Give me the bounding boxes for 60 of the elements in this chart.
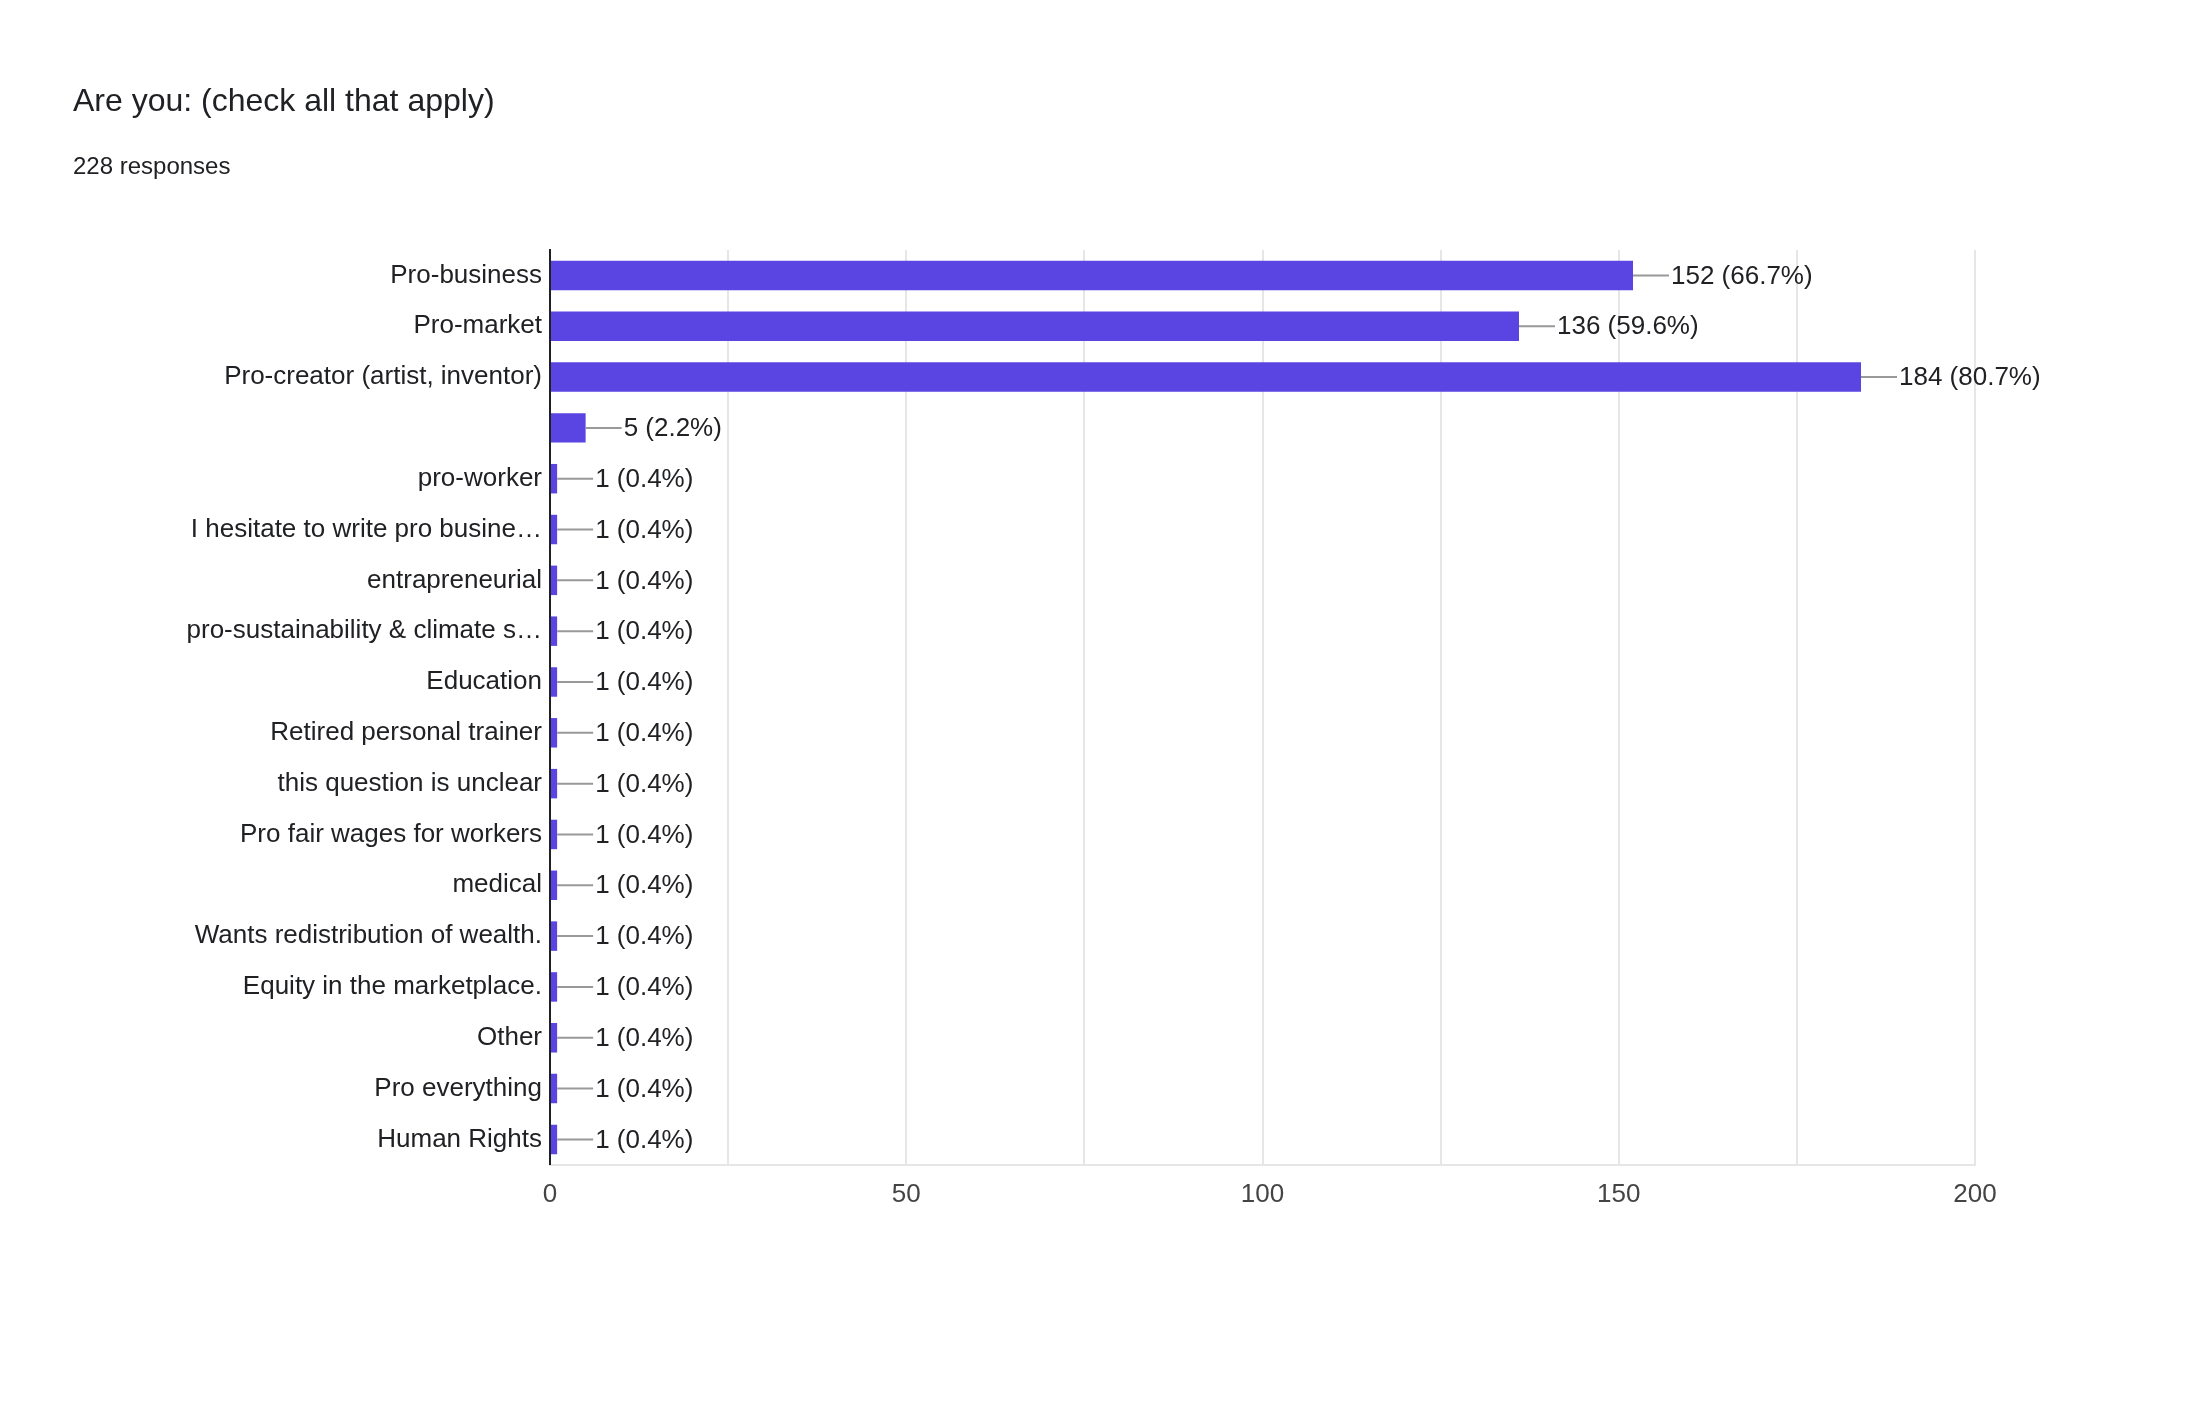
bar (551, 311, 1519, 341)
x-tick-label: 100 (1240, 1177, 1285, 1208)
bar (551, 463, 558, 494)
bar (551, 514, 558, 545)
data-label: 1 (0.4%) (595, 666, 694, 697)
data-label: 1 (0.4%) (595, 513, 694, 544)
y-tick-label: Education (426, 665, 542, 696)
data-label: 1 (0.4%) (595, 1021, 694, 1052)
bar (551, 819, 558, 850)
y-tick-label: Equity in the marketplace. (242, 970, 542, 1001)
bar (551, 413, 586, 443)
y-tick-label: Retired personal trainer (270, 715, 543, 746)
bar (551, 565, 558, 596)
bar (551, 972, 558, 1002)
bar (551, 1124, 558, 1155)
y-tick-label: Pro-market (413, 309, 543, 340)
bar (551, 718, 558, 748)
data-label: 5 (2.2%) (623, 412, 722, 443)
data-label: 1 (0.4%) (595, 767, 694, 798)
data-label: 1 (0.4%) (595, 564, 694, 595)
y-tick-label: pro-worker (417, 461, 543, 492)
x-tick-label: 0 (542, 1177, 558, 1208)
data-label: 1 (0.4%) (595, 869, 694, 900)
bar (551, 1023, 558, 1053)
y-tick-label: medical (452, 868, 542, 899)
y-tick-label: entrapreneurial (367, 563, 542, 594)
data-label: 184 (80.7%) (1899, 361, 2041, 392)
data-label: 1 (0.4%) (595, 462, 694, 493)
data-label: 1 (0.4%) (595, 971, 694, 1002)
data-label: 152 (66.7%) (1671, 259, 1813, 290)
y-tick-label: Pro-creator (artist, inventor) (224, 360, 542, 391)
y-tick-label: I hesitate to write pro busine… (190, 512, 542, 543)
bar (551, 768, 558, 799)
text: Are you: (check all that apply) (73, 82, 495, 119)
y-tick-label: Wants redistribution of wealth. (194, 919, 542, 950)
x-tick-label: 150 (1597, 1177, 1641, 1208)
data-label: 1 (0.4%) (595, 615, 694, 646)
data-label: 1 (0.4%) (595, 920, 694, 951)
y-tick-label: pro-sustainability & climate s… (186, 614, 542, 645)
data-label: 1 (0.4%) (595, 1123, 694, 1154)
y-tick-label: Pro everything (374, 1071, 542, 1102)
x-tick-label: 200 (1953, 1177, 1997, 1208)
data-label: 1 (0.4%) (595, 716, 694, 747)
y-tick-label: Human Rights (377, 1122, 542, 1153)
y-tick-label: Other (476, 1020, 543, 1051)
bar (551, 921, 558, 951)
bar (551, 260, 1633, 291)
data-label: 136 (59.6%) (1557, 310, 1699, 341)
y-tick-label: Pro fair wages for workers (240, 817, 542, 848)
x-tick-label: 50 (891, 1177, 921, 1208)
bar (551, 1073, 558, 1104)
bar (551, 667, 558, 697)
y-tick-label: this question is unclear (277, 766, 543, 797)
data-label: 1 (0.4%) (595, 818, 694, 849)
bar (551, 362, 1861, 392)
y-tick-label: Pro-business (390, 258, 542, 289)
bar (551, 870, 558, 901)
text: 228 responses (73, 152, 231, 180)
bar (551, 616, 558, 646)
data-label: 1 (0.4%) (595, 1072, 694, 1103)
